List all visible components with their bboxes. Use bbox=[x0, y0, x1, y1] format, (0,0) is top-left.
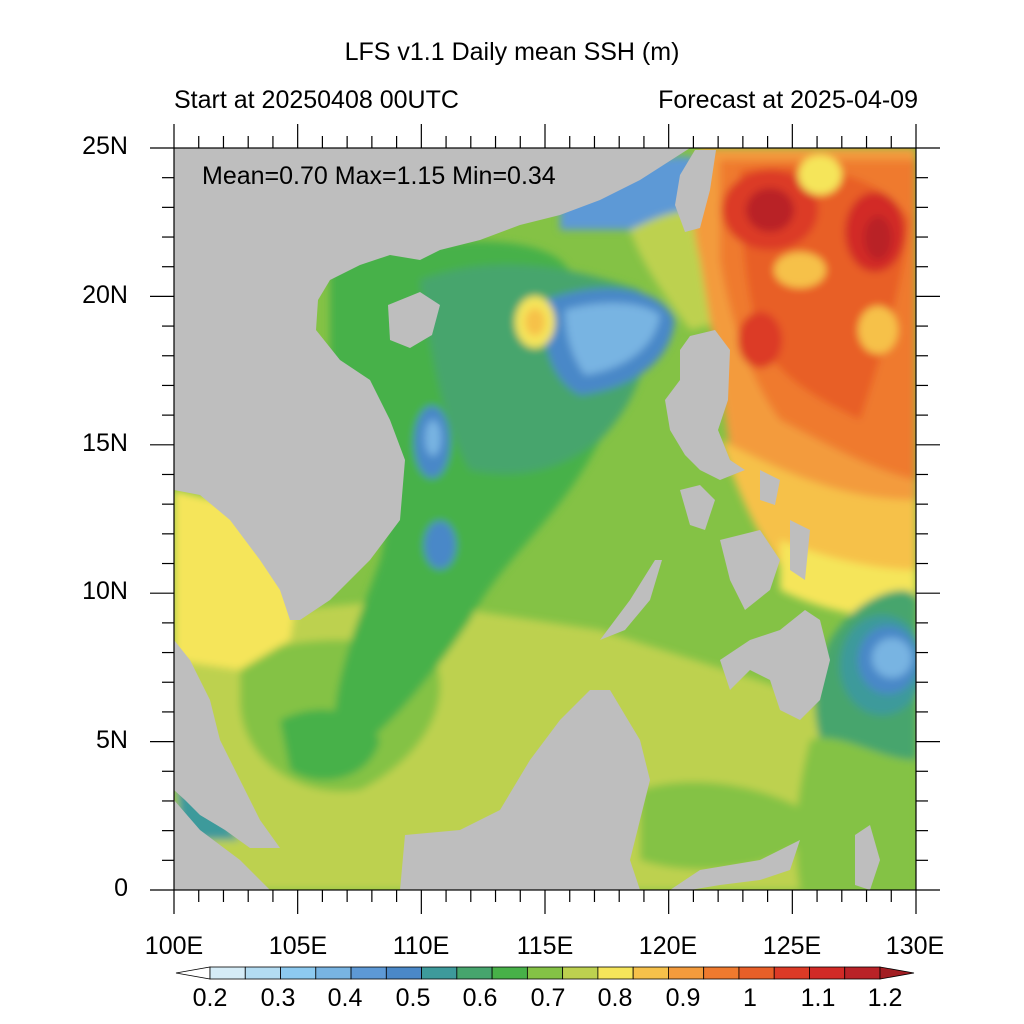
colorbar-label-0-5: 0.5 bbox=[395, 984, 431, 1012]
colorbar-label-0-9: 0.9 bbox=[665, 984, 701, 1012]
lat-label-5n: 5N bbox=[96, 726, 128, 754]
colorbar-label-0-4: 0.4 bbox=[327, 984, 363, 1012]
stats-annotation: Mean=0.70 Max=1.15 Min=0.34 bbox=[202, 162, 556, 190]
colorbar-box bbox=[385, 966, 422, 980]
colorbar-box bbox=[244, 966, 281, 980]
lon-label-110e: 110E bbox=[392, 932, 450, 960]
lon-label-100e: 100E bbox=[144, 932, 204, 960]
colorbar-label-1-1: 1.1 bbox=[800, 984, 836, 1012]
colorbar-label-0-6: 0.6 bbox=[462, 984, 498, 1012]
colorbar bbox=[175, 966, 915, 980]
colorbar-box bbox=[809, 966, 846, 980]
colorbar-box bbox=[421, 966, 458, 980]
colorbar-box bbox=[350, 966, 387, 980]
lat-label-15n: 15N bbox=[82, 429, 128, 457]
forecast-time-label: Forecast at 2025-04-09 bbox=[658, 86, 918, 114]
land-masses bbox=[174, 148, 880, 890]
colorbar-over-triangle bbox=[879, 966, 915, 980]
colorbar-box bbox=[668, 966, 705, 980]
colorbar-box bbox=[315, 966, 352, 980]
lon-label-130e: 130E bbox=[885, 932, 945, 960]
colorbar-box bbox=[844, 966, 881, 980]
colorbar-under-triangle bbox=[175, 966, 211, 980]
chart-title: LFS v1.1 Daily mean SSH (m) bbox=[344, 38, 680, 66]
colorbar-box bbox=[703, 966, 740, 980]
axis-ticks bbox=[150, 124, 940, 914]
colorbar-box bbox=[738, 966, 775, 980]
colorbar-label-0-7: 0.7 bbox=[530, 984, 566, 1012]
colorbar-box bbox=[562, 966, 599, 980]
lat-label-0: 0 bbox=[114, 874, 128, 902]
ssh-field bbox=[174, 148, 916, 890]
colorbar-label-1: 1 bbox=[743, 984, 757, 1012]
lon-label-115e: 115E bbox=[516, 932, 574, 960]
lat-label-25n: 25N bbox=[82, 132, 128, 160]
colorbar-box bbox=[491, 966, 528, 980]
colorbar-box bbox=[526, 966, 564, 980]
lat-label-20n: 20N bbox=[82, 281, 128, 309]
lon-label-105e: 105E bbox=[268, 932, 328, 960]
lon-label-125e: 125E bbox=[762, 932, 822, 960]
colorbar-label-0-2: 0.2 bbox=[192, 984, 228, 1012]
colorbar-box bbox=[597, 966, 634, 980]
colorbar-label-0-8: 0.8 bbox=[597, 984, 633, 1012]
colorbar-label-1-2: 1.2 bbox=[867, 984, 903, 1012]
colorbar-box bbox=[456, 966, 493, 980]
start-time-label: Start at 20250408 00UTC bbox=[174, 86, 459, 114]
colorbar-box bbox=[632, 966, 669, 980]
colorbar-box bbox=[773, 966, 810, 980]
lat-label-10n: 10N bbox=[82, 577, 128, 605]
lon-label-120e: 120E bbox=[638, 932, 698, 960]
colorbar-label-0-3: 0.3 bbox=[260, 984, 296, 1012]
colorbar-box bbox=[280, 966, 317, 980]
colorbar-box bbox=[209, 966, 246, 980]
